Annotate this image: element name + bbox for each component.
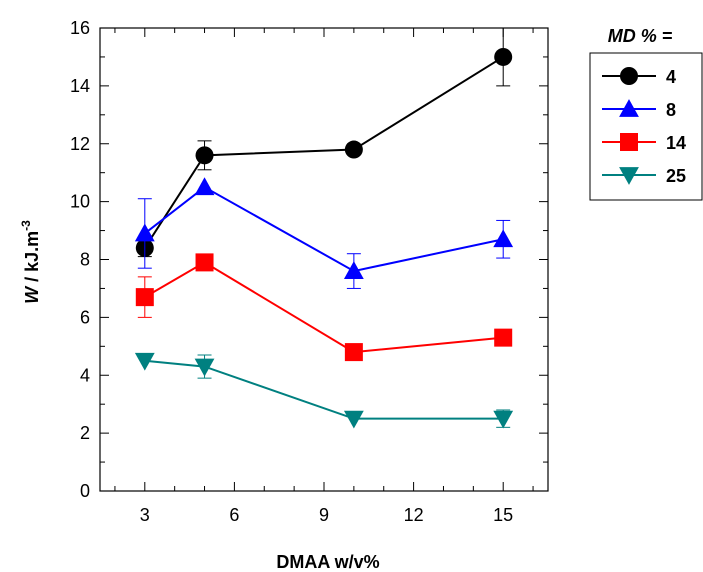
series-line-14 (144, 261, 504, 354)
data-point-14 (195, 253, 214, 272)
legend-items: 4 8 14 25 (602, 67, 686, 186)
y-tick-label: 8 (80, 250, 90, 270)
y-tick-label: 16 (70, 18, 90, 38)
legend-marker-8 (619, 99, 639, 117)
x-tick-label: 15 (493, 505, 513, 525)
legend-label-4: 4 (666, 67, 676, 87)
y-tick-label: 10 (70, 192, 90, 212)
y-tick-label: 6 (80, 307, 90, 327)
data-point-4 (494, 47, 513, 66)
legend-item-25: 25 (602, 166, 686, 186)
x-tick-label: 9 (319, 505, 329, 525)
data-point-14 (494, 328, 513, 347)
legend-item-8: 8 (602, 99, 676, 120)
data-point-25 (194, 358, 215, 377)
x-axis-label: DMAA w/v% (276, 552, 379, 572)
x-tick-label: 6 (229, 505, 239, 525)
data-point-14 (135, 288, 154, 307)
y-tick-label: 12 (70, 134, 90, 154)
legend-marker-4 (620, 67, 638, 85)
y-axis-label-unit: / kJ.m (22, 231, 42, 287)
series-25 (134, 352, 514, 429)
legend-item-14: 14 (602, 133, 686, 153)
series-line-4 (143, 56, 504, 249)
y-tick-label: 14 (70, 76, 90, 96)
y-tick-label: 4 (80, 365, 90, 385)
data-point-4 (344, 140, 363, 159)
legend-box (589, 52, 703, 201)
series-line-25 (144, 359, 504, 420)
data-point-25 (493, 410, 514, 429)
legend-item-4: 4 (602, 67, 676, 87)
data-point-25 (134, 352, 155, 371)
legend: MD % = 4 8 14 25 (589, 26, 703, 201)
data-point-25 (343, 410, 364, 429)
y-axis-label-symbol: W (22, 285, 42, 304)
x-tick-label: 12 (404, 505, 424, 525)
data-point-8 (134, 223, 155, 242)
data-point-14 (344, 343, 363, 362)
legend-title: MD % = (608, 26, 673, 46)
series-layer (134, 27, 514, 429)
x-tick-label: 3 (140, 505, 150, 525)
legend-label-8: 8 (666, 100, 676, 120)
y-axis-label-exponent: -3 (19, 220, 33, 231)
y-axis-label: W / kJ.m-3 (19, 220, 42, 304)
axis-ticks: 0 2 4 6 8 10 12 14 16 3 6 9 12 15 (70, 18, 548, 525)
y-tick-label: 2 (80, 423, 90, 443)
legend-label-25: 25 (666, 166, 686, 186)
plot-frame (99, 27, 549, 492)
data-point-8 (194, 177, 215, 196)
legend-marker-14 (620, 133, 638, 151)
legend-label-14: 14 (666, 133, 686, 153)
series-line-8 (144, 185, 504, 273)
series-14 (135, 253, 513, 362)
data-point-4 (195, 146, 214, 165)
y-tick-label: 0 (80, 481, 90, 501)
series-8 (134, 177, 514, 289)
data-point-8 (493, 229, 514, 248)
legend-marker-25 (619, 167, 639, 185)
series-4 (135, 27, 513, 258)
data-point-8 (343, 261, 364, 279)
